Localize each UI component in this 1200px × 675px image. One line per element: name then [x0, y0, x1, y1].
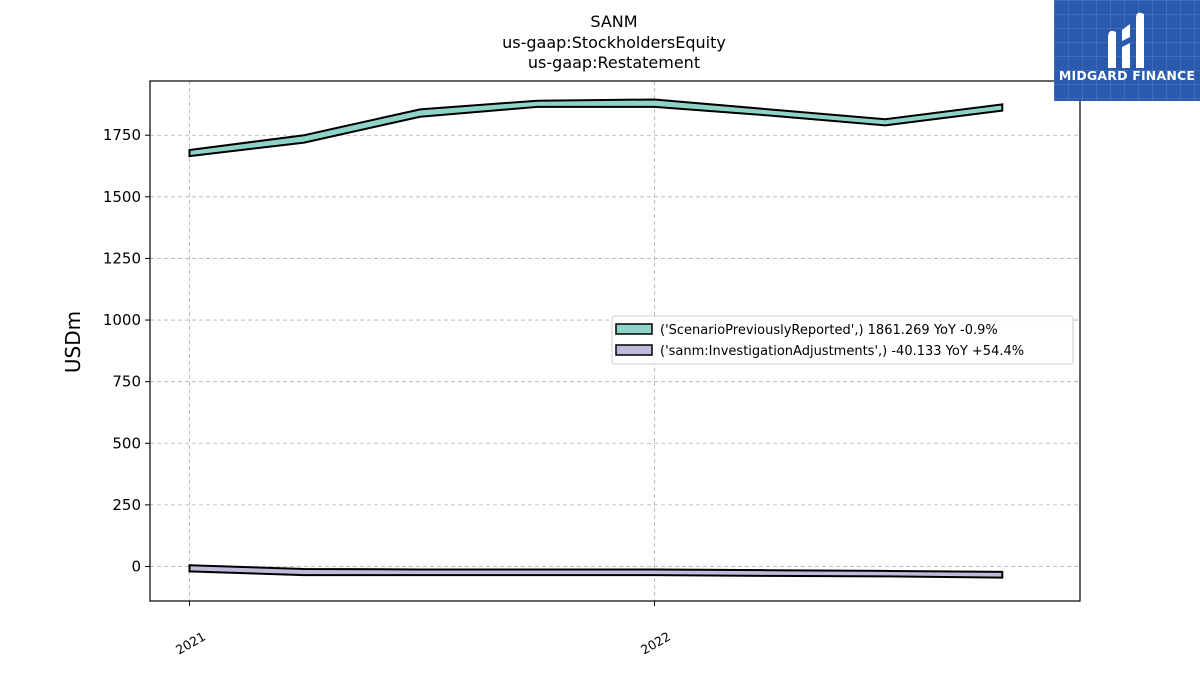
y-axis: 0 250 500 750 1000 1250 1500 1750	[103, 126, 150, 575]
x-tick-label: 2022	[638, 629, 673, 658]
x-axis: 2021 2022	[173, 601, 673, 658]
legend-swatch	[615, 344, 653, 356]
legend-label: ('sanm:InvestigationAdjustments',) -40.1…	[660, 344, 1024, 359]
midgard-logo-icon	[1108, 12, 1144, 68]
y-tick-label: 1500	[103, 188, 141, 206]
x-tick-label: 2021	[173, 629, 208, 658]
legend-label: ('ScenarioPreviouslyReported',) 1861.269…	[660, 323, 998, 338]
chart-title-line: SANM	[590, 12, 637, 31]
plot-frame	[149, 80, 1081, 602]
y-tick-label: 1000	[103, 311, 141, 329]
chart-title: SANM us-gaap:StockholdersEquity us-gaap:…	[502, 12, 726, 72]
series-area-1	[188, 564, 1004, 579]
logo-text: MIDGARD FINANCE	[1058, 68, 1196, 83]
legend-box	[611, 315, 1074, 365]
y-tick-label: 500	[112, 434, 141, 452]
series-area-0	[188, 98, 1004, 158]
logo: MIDGARD FINANCE	[1054, 0, 1200, 101]
y-tick-label: 250	[112, 496, 141, 514]
y-axis-label: USDm	[61, 311, 85, 373]
legend-swatch	[615, 323, 653, 335]
y-tick-label: 1750	[103, 126, 141, 144]
y-tick-label: 750	[112, 373, 141, 391]
chart-title-line: us-gaap:StockholdersEquity	[502, 33, 726, 52]
series-areas	[188, 98, 1004, 579]
legend: ('ScenarioPreviouslyReported',) 1861.269…	[611, 315, 1074, 365]
chart-title-line: us-gaap:Restatement	[528, 53, 700, 72]
y-tick-label: 0	[131, 557, 141, 575]
y-tick-label: 1250	[103, 249, 141, 267]
